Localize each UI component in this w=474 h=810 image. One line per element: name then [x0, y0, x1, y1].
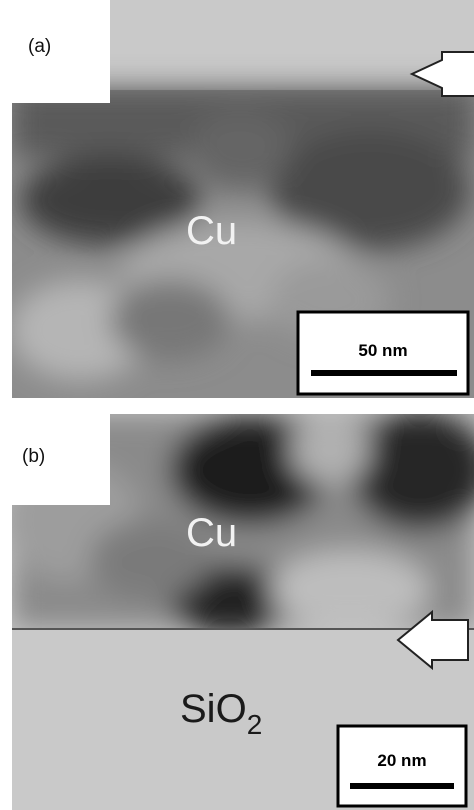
scale-label: 50 nm [358, 341, 407, 360]
page: (a) Cu 50 nm (b) Cu SiO2 20 nm (() => { … [0, 0, 474, 810]
material-text: SiO [180, 687, 247, 731]
scale-bar [350, 783, 454, 789]
material-label: Cu [186, 209, 237, 253]
label-box [0, 414, 110, 505]
scale-bar [311, 370, 457, 376]
figure: (a) Cu 50 nm (b) Cu SiO2 20 nm [0, 0, 474, 810]
material-subscript: 2 [247, 709, 263, 740]
panel-label: (b) [22, 446, 45, 467]
panel-label: (a) [28, 36, 51, 57]
material-label: Cu [186, 511, 237, 555]
label-box [0, 0, 110, 103]
scale-label: 20 nm [377, 751, 426, 770]
